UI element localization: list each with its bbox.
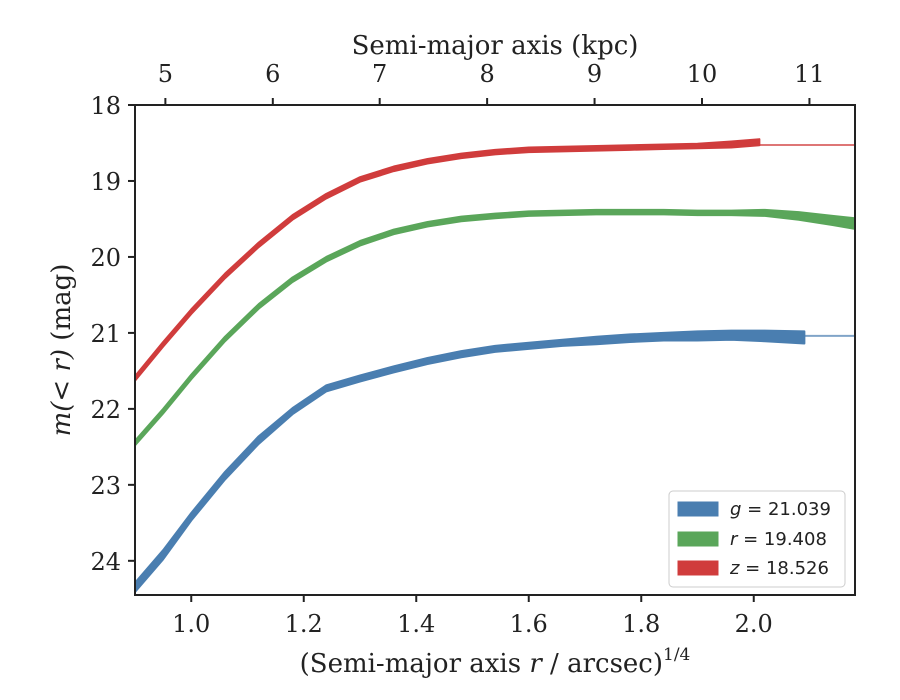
y-axis-title-unit: (mag) — [47, 264, 77, 349]
top-tick-label: 9 — [587, 60, 602, 88]
legend-value-r: = 19.408 — [737, 529, 827, 550]
legend-var-g: g — [730, 499, 741, 520]
x-axis-title-sup: 1/4 — [663, 645, 690, 665]
legend-swatch-g — [677, 501, 719, 517]
band-g — [135, 329, 806, 593]
legend-item-g: g = 21.039 — [677, 499, 831, 520]
legend-label-g: g = 21.039 — [730, 499, 831, 520]
band-r — [135, 208, 855, 447]
top-tick-label: 6 — [265, 60, 280, 88]
x-tick-label: 1.6 — [510, 610, 548, 638]
x-tick-label: 1.8 — [622, 610, 660, 638]
legend-label-z: z = 18.526 — [729, 558, 829, 579]
x-tick-label: 1.0 — [172, 610, 210, 638]
top-axis-title: Semi-major axis (kpc) — [352, 31, 639, 61]
legend-var-r: r — [730, 529, 739, 550]
y-tick-label: 24 — [90, 548, 121, 576]
x-axis-title: (Semi-major axis r / arcsec)1/4 — [300, 645, 691, 679]
y-axis-title-close: ) — [47, 349, 77, 360]
top-axis-ticks: 5 6 7 8 9 10 11 — [158, 60, 825, 105]
y-tick-label: 21 — [90, 320, 121, 348]
legend-label-r: r = 19.408 — [730, 529, 827, 550]
legend-var-z: z — [729, 558, 740, 579]
y-axis-title-paren: (< — [47, 372, 77, 412]
y-axis-title-r: r — [47, 358, 77, 372]
x-axis-title-var: r — [529, 649, 543, 679]
y-tick-label: 23 — [90, 472, 121, 500]
y-axis-ticks: 18 19 20 21 22 23 24 — [90, 92, 135, 576]
legend: g = 21.039 r = 19.408 z = 18.526 — [668, 490, 846, 588]
y-tick-label: 20 — [90, 244, 121, 272]
top-tick-label: 7 — [372, 60, 387, 88]
legend-swatch-z — [677, 560, 719, 576]
line-r — [135, 210, 855, 445]
x-axis-ticks: 1.0 1.2 1.4 1.6 1.8 2.0 — [172, 595, 773, 638]
x-tick-label: 2.0 — [735, 610, 773, 638]
legend-item-z: z = 18.526 — [677, 558, 829, 579]
y-tick-label: 19 — [90, 168, 121, 196]
y-tick-label: 22 — [90, 396, 121, 424]
asymptote-lines — [759, 143, 855, 337]
y-axis-title: m(< r) (mag) — [47, 264, 77, 437]
top-tick-label: 5 — [158, 60, 173, 88]
x-axis-title-prefix: (Semi-major axis — [300, 649, 530, 679]
curve-bands — [135, 138, 855, 593]
plot-frame — [134, 104, 856, 596]
y-tick-label: 18 — [90, 92, 121, 120]
legend-item-r: r = 19.408 — [677, 529, 827, 550]
line-g — [135, 333, 805, 589]
x-axis-title-mid: / arcsec) — [542, 649, 663, 679]
top-tick-label: 10 — [687, 60, 718, 88]
top-tick-label: 8 — [479, 60, 494, 88]
legend-value-g: = 21.039 — [741, 499, 831, 520]
legend-value-z: = 18.526 — [739, 558, 829, 579]
band-z — [135, 138, 761, 382]
line-z — [135, 140, 760, 380]
legend-swatch-r — [677, 531, 719, 547]
x-tick-label: 1.4 — [397, 610, 435, 638]
x-tick-label: 1.2 — [285, 610, 323, 638]
top-tick-label: 11 — [794, 60, 825, 88]
y-axis-title-m: m — [47, 412, 77, 437]
